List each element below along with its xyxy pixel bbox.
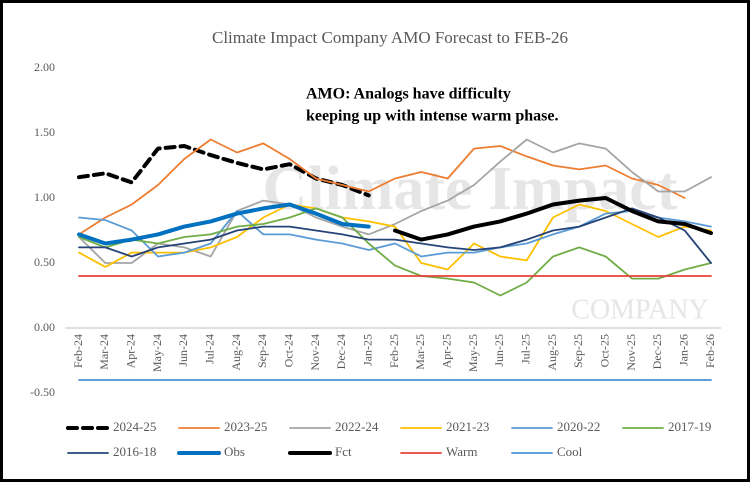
x-tick-label: Feb-26 (703, 334, 717, 368)
x-tick-label: Sep-25 (571, 334, 585, 368)
series-line (78, 210, 712, 258)
annotation: AMO: Analogs have difficulty (306, 86, 511, 103)
legend-label: Obs (224, 444, 245, 459)
x-tick-label: Jun-24 (176, 334, 190, 367)
legend-label: 2021-23 (446, 419, 489, 434)
y-tick-label: 0.50 (34, 255, 55, 269)
x-tick-label: Mar-24 (97, 334, 111, 370)
x-tick-label: Jan-25 (360, 334, 374, 366)
x-tick-label: Jul-25 (518, 334, 532, 364)
x-tick-label: Mar-25 (413, 334, 427, 370)
legend-label: 2024-25 (113, 419, 156, 434)
x-tick-label: Nov-25 (624, 334, 638, 371)
x-tick-label: May-24 (150, 334, 164, 372)
y-tick-label: 1.00 (34, 190, 55, 204)
series-line (77, 202, 371, 246)
x-tick-label: Jan-26 (676, 334, 690, 366)
series-line (78, 207, 712, 297)
legend-label: 2020-22 (557, 419, 600, 434)
legend-label: 2016-18 (113, 444, 156, 459)
x-tick-label: Oct-24 (281, 334, 295, 367)
y-tick-label: 0.00 (34, 320, 55, 334)
y-tick-label: 1.50 (34, 125, 55, 139)
x-tick-label: Apr-24 (123, 334, 137, 368)
x-tick-label: Sep-24 (255, 334, 269, 368)
y-tick-label: -0.50 (30, 385, 55, 399)
x-tick-label: Dec-24 (334, 334, 348, 369)
series-line (77, 144, 371, 198)
legend-label: Cool (557, 444, 583, 459)
x-tick-label: Aug-25 (545, 334, 559, 371)
y-tick-label: 2.00 (34, 60, 55, 74)
x-tick-label: May-25 (466, 334, 480, 372)
x-tick-label: Apr-25 (439, 334, 453, 368)
x-tick-label: Jun-25 (492, 334, 506, 367)
x-tick-label: Feb-24 (71, 334, 85, 368)
legend-label: Fct (335, 444, 352, 459)
x-tick-label: Oct-25 (597, 334, 611, 367)
x-tick-label: Aug-24 (229, 334, 243, 371)
legend-label: 2023-25 (224, 419, 267, 434)
series-line (393, 196, 713, 242)
legend-label: 2017-19 (668, 419, 711, 434)
chart-title: Climate Impact Company AMO Forecast to F… (212, 28, 568, 47)
legend-label: Warm (446, 444, 477, 459)
x-tick-label: Nov-24 (308, 334, 322, 371)
series-line (78, 138, 712, 264)
legend-label: 2022-24 (335, 419, 379, 434)
watermark: COMPANY (571, 294, 708, 325)
x-tick-label: Feb-25 (387, 334, 401, 368)
x-tick-label: Jul-24 (202, 334, 216, 364)
series-line (78, 138, 686, 236)
series-line (78, 207, 712, 264)
x-tick-label: Dec-25 (650, 334, 664, 369)
annotation: keeping up with intense warm phase. (306, 108, 558, 125)
